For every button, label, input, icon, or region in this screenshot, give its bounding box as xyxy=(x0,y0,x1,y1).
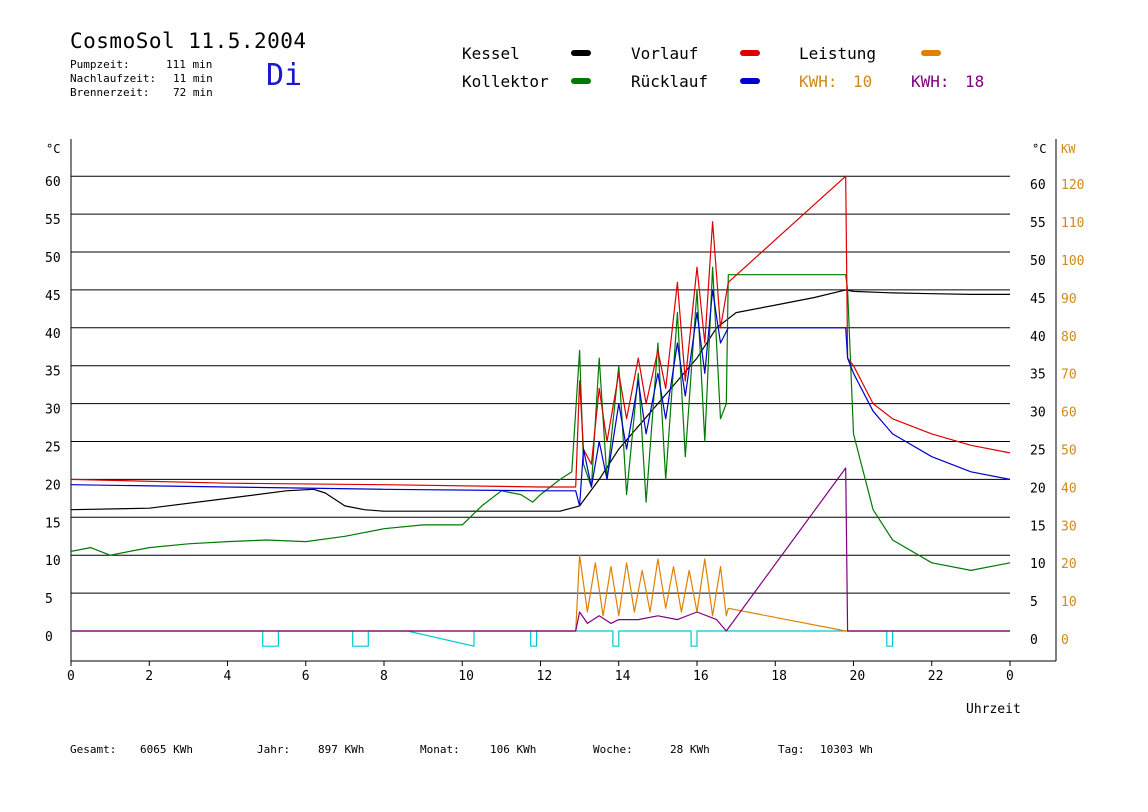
x-tick-label: 8 xyxy=(380,669,388,684)
y-tick-label: 40 xyxy=(45,327,61,342)
legend-kessel-swatch xyxy=(571,50,591,56)
footer-jahr-label: Jahr: xyxy=(257,743,291,756)
stat-value-nachlaufzeit: 11 min xyxy=(173,72,213,85)
legend-vorlauf-swatch xyxy=(740,50,760,56)
footer-tag-label: Tag: xyxy=(778,743,805,756)
footer-tag-value: 10303 Wh xyxy=(820,743,873,756)
legend-kessel-label: Kessel xyxy=(462,44,520,63)
y-tick-label-right: 35 xyxy=(1030,368,1046,383)
series-line-ruecklauf xyxy=(70,289,1011,507)
y-tick-label-right: 30 xyxy=(1030,406,1046,421)
y-tick-label-right: 25 xyxy=(1030,444,1046,459)
y-tick-label: 15 xyxy=(45,516,61,531)
x-tick-label: 14 xyxy=(615,669,631,684)
stat-label-brennerzeit: Brennerzeit: xyxy=(70,86,150,99)
weekday-label: Di xyxy=(266,58,303,93)
y-tick-label-right: 45 xyxy=(1030,292,1046,307)
legend-kwh2-value: 18 xyxy=(965,72,985,91)
x-tick-label: 18 xyxy=(771,669,787,684)
legend-ruecklauf-swatch xyxy=(740,78,760,84)
y2-tick-label: 40 xyxy=(1061,481,1077,496)
y-tick-label-right: 60 xyxy=(1030,178,1046,193)
series-line-kessel xyxy=(70,289,1010,512)
x-tick-label: 12 xyxy=(537,669,553,684)
right-axis-unit: °C xyxy=(1032,142,1047,156)
y-tick-label: 60 xyxy=(45,175,61,190)
x-tick-label: 10 xyxy=(458,669,474,684)
legend-kwh1-label: KWH: xyxy=(799,72,838,91)
y2-tick-label: 50 xyxy=(1061,444,1077,459)
series-line-vorlauf xyxy=(70,175,1011,488)
y2-tick-label: 60 xyxy=(1061,406,1077,421)
y2-tick-label: 120 xyxy=(1061,178,1084,193)
x-tick-label: 0 xyxy=(1006,669,1014,684)
legend-leistung-label: Leistung xyxy=(799,44,877,63)
series-line-kwh xyxy=(71,467,1010,632)
stat-value-pumpzeit: 111 min xyxy=(166,58,213,71)
y-tick-label: 35 xyxy=(45,365,61,380)
stat-label-pumpzeit: Pumpzeit: xyxy=(70,58,130,71)
y2-tick-label: 10 xyxy=(1061,595,1077,610)
y-tick-label: 50 xyxy=(45,251,61,266)
legend-kollektor-label: Kollektor xyxy=(462,72,549,91)
y-tick-label-right: 40 xyxy=(1030,330,1046,345)
series-line-kollektor xyxy=(70,266,1011,572)
series-line-leistung xyxy=(71,554,1010,632)
y2-tick-label: 30 xyxy=(1061,519,1077,534)
y2-tick-label: 90 xyxy=(1061,292,1077,307)
footer-monat-value: 106 KWh xyxy=(490,743,537,756)
x-tick-label: 2 xyxy=(145,669,153,684)
legend-leistung-swatch xyxy=(921,50,941,56)
legend-ruecklauf-label: Rücklauf xyxy=(631,72,709,91)
y-tick-label-right: 5 xyxy=(1030,595,1038,610)
footer-woche-value: 28 KWh xyxy=(670,743,710,756)
y-tick-label: 20 xyxy=(45,478,61,493)
footer-gesamt-label: Gesamt: xyxy=(70,743,117,756)
footer-woche-label: Woche: xyxy=(593,743,633,756)
y2-tick-label: 80 xyxy=(1061,330,1077,345)
x-tick-label: 4 xyxy=(224,669,232,684)
series-line-pumpe xyxy=(71,630,1010,647)
footer-monat-label: Monat: xyxy=(420,743,460,756)
y-tick-label: 10 xyxy=(45,554,61,569)
legend-kwh2-label: KWH: xyxy=(911,72,950,91)
y-tick-label-right: 50 xyxy=(1030,254,1046,269)
x-tick-label: 22 xyxy=(928,669,944,684)
footer-jahr-value: 897 KWh xyxy=(318,743,365,756)
stat-label-nachlaufzeit: Nachlaufzeit: xyxy=(70,72,157,85)
legend-kwh1-value: 10 xyxy=(853,72,873,91)
legend-kollektor-swatch xyxy=(571,78,591,84)
y-tick-label-right: 0 xyxy=(1030,633,1038,648)
y2-tick-label: 70 xyxy=(1061,368,1077,383)
y2-tick-label: 20 xyxy=(1061,557,1077,572)
chart-title: CosmoSol 11.5.2004 xyxy=(70,29,307,53)
footer-gesamt-value: 6065 KWh xyxy=(140,743,193,756)
y-tick-label: 5 xyxy=(45,592,53,607)
y-tick-label: 55 xyxy=(45,213,61,228)
right2-axis-unit: KW xyxy=(1061,142,1076,156)
x-tick-label: 0 xyxy=(67,669,75,684)
legend-vorlauf-label: Vorlauf xyxy=(631,44,699,63)
left-axis-unit: °C xyxy=(46,142,61,156)
stat-value-brennerzeit: 72 min xyxy=(173,86,213,99)
x-axis-label: Uhrzeit xyxy=(966,702,1021,717)
y2-tick-label: 100 xyxy=(1061,254,1084,269)
y-tick-label-right: 20 xyxy=(1030,481,1046,496)
y-tick-label: 45 xyxy=(45,289,61,304)
y-tick-label: 30 xyxy=(45,403,61,418)
y2-tick-label: 0 xyxy=(1061,633,1069,648)
y-tick-label-right: 15 xyxy=(1030,519,1046,534)
x-tick-label: 6 xyxy=(302,669,310,684)
x-tick-label: 16 xyxy=(693,669,709,684)
y-tick-label-right: 10 xyxy=(1030,557,1046,572)
x-tick-label: 20 xyxy=(850,669,866,684)
y-tick-label: 0 xyxy=(45,630,53,645)
y-tick-label-right: 55 xyxy=(1030,216,1046,231)
y2-tick-label: 110 xyxy=(1061,216,1084,231)
y-tick-label: 25 xyxy=(45,441,61,456)
